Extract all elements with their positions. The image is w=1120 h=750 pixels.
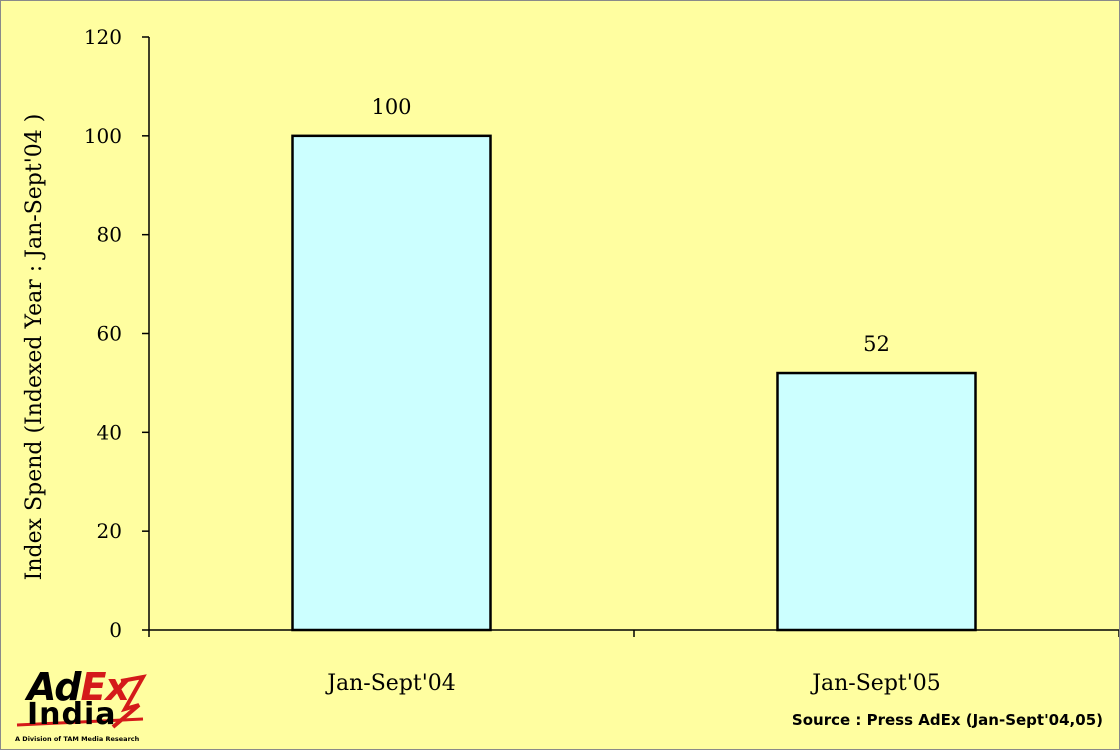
x-tick-label-2: Jan-Sept'05	[810, 671, 941, 696]
y-tick-label-100: 100	[84, 124, 122, 148]
x-tick-label-1: Jan-Sept'04	[325, 671, 456, 696]
bar-2	[776, 371, 977, 632]
bar-1	[291, 134, 492, 632]
y-axis-label: Index Spend (Indexed Year : Jan-Sept'04 …	[22, 114, 47, 581]
logo-tagline: A Division of TAM Media Research	[15, 735, 140, 743]
logo-india-text: India	[27, 697, 117, 732]
data-label-1: 100	[371, 95, 411, 119]
y-tick-label-40: 40	[97, 420, 122, 444]
logo-ex: Ex	[80, 665, 129, 709]
logo-ad: Ad	[27, 665, 81, 709]
y-tick-label-120: 120	[84, 25, 122, 49]
logo-swoosh-icon	[16, 674, 147, 729]
y-tick-label-60: 60	[97, 322, 122, 346]
source-note: Source : Press AdEx (Jan-Sept'04,05)	[791, 711, 1103, 729]
data-label-2: 52	[863, 332, 890, 356]
logo-adex-text: AdEx	[27, 665, 130, 709]
y-tick-label-20: 20	[97, 519, 122, 543]
y-tick-label-80: 80	[97, 223, 122, 247]
adex-india-logo: AdEx India A Division of TAM Media Resea…	[13, 665, 153, 749]
y-tick-label-0: 0	[109, 618, 122, 642]
